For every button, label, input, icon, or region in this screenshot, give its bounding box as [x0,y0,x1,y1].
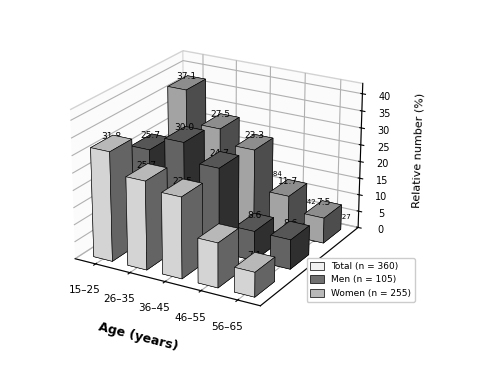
Legend: Total (n = 360), Men (n = 105), Women (n = 255): Total (n = 360), Men (n = 105), Women (n… [306,258,414,302]
X-axis label: Age (years): Age (years) [97,320,180,353]
